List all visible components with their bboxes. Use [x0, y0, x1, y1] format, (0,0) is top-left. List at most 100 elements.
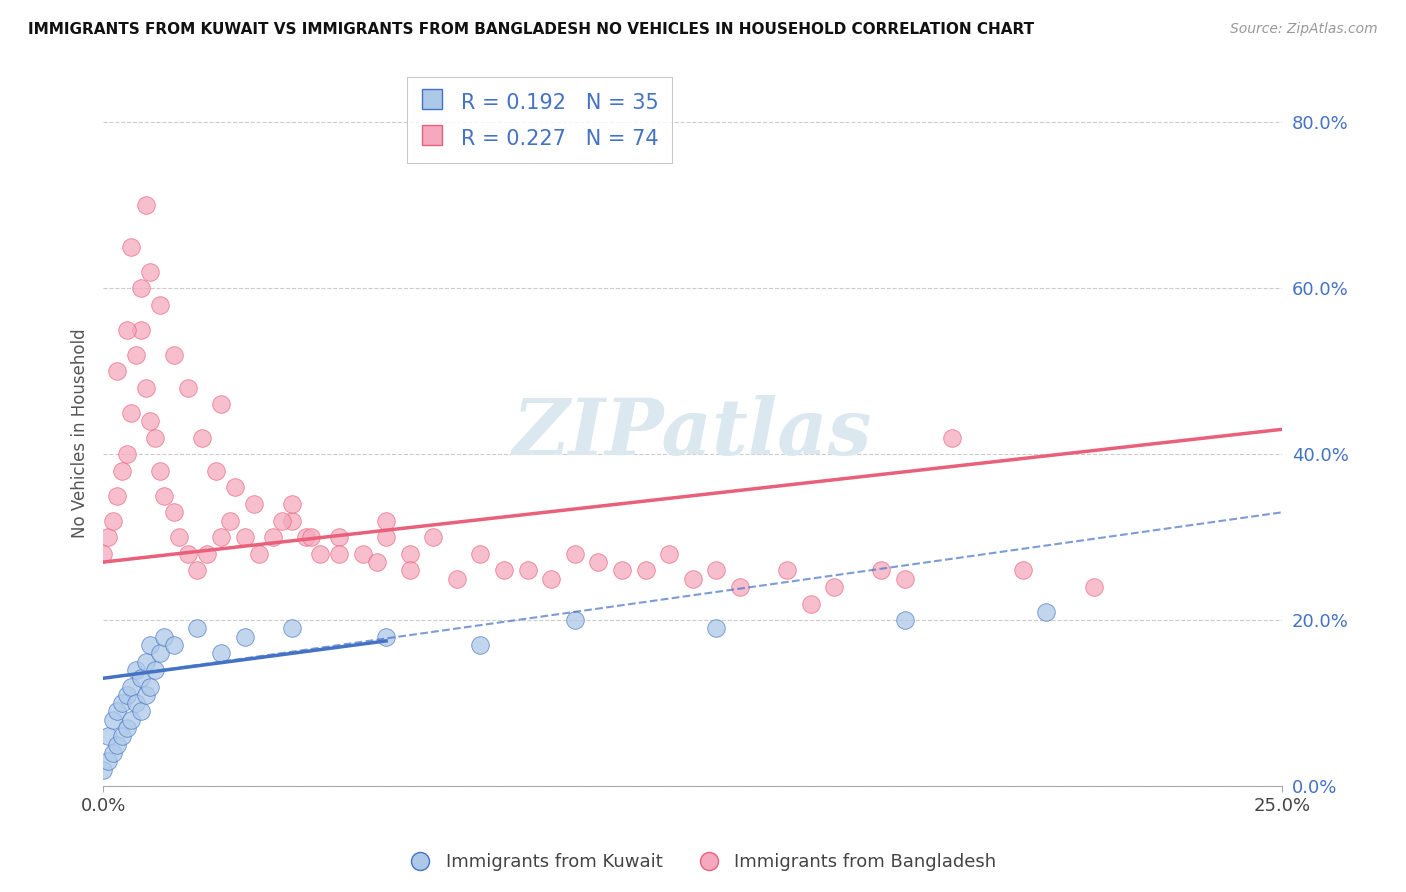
Point [243, 497, 266, 511]
Point [115, 447, 138, 461]
Point [97, 754, 120, 768]
Point [588, 555, 610, 569]
Point [728, 580, 751, 594]
Point [634, 563, 657, 577]
Point [125, 696, 148, 710]
Point [125, 663, 148, 677]
Point [129, 705, 152, 719]
Point [139, 414, 162, 428]
Point [1083, 580, 1105, 594]
Point [129, 671, 152, 685]
Point [704, 622, 727, 636]
Point [163, 505, 186, 519]
Point [135, 198, 157, 212]
Point [191, 431, 214, 445]
Point [704, 563, 727, 577]
Point [163, 348, 186, 362]
Point [105, 364, 128, 378]
Point [153, 489, 176, 503]
Point [135, 381, 157, 395]
Point [219, 514, 242, 528]
Point [186, 563, 208, 577]
Point [129, 323, 152, 337]
Point [120, 713, 142, 727]
Point [1011, 563, 1033, 577]
Point [470, 547, 492, 561]
Point [247, 547, 270, 561]
Point [776, 563, 799, 577]
Legend: R = 0.192   N = 35, R = 0.227   N = 74: R = 0.192 N = 35, R = 0.227 N = 74 [408, 77, 672, 163]
Point [149, 298, 172, 312]
Point [139, 680, 162, 694]
Point [153, 630, 176, 644]
Point [115, 688, 138, 702]
Point [143, 663, 166, 677]
Point [105, 738, 128, 752]
Point [375, 630, 398, 644]
Point [105, 489, 128, 503]
Point [299, 530, 322, 544]
Point [129, 281, 152, 295]
Point [209, 646, 232, 660]
Point [111, 464, 134, 478]
Point [540, 572, 562, 586]
Point [111, 730, 134, 744]
Text: IMMIGRANTS FROM KUWAIT VS IMMIGRANTS FROM BANGLADESH NO VEHICLES IN HOUSEHOLD CO: IMMIGRANTS FROM KUWAIT VS IMMIGRANTS FRO… [28, 22, 1035, 37]
Point [870, 563, 893, 577]
Text: Source: ZipAtlas.com: Source: ZipAtlas.com [1230, 22, 1378, 37]
Text: ZIPatlas: ZIPatlas [513, 395, 872, 472]
Point [101, 713, 124, 727]
Y-axis label: No Vehicles in Household: No Vehicles in Household [72, 328, 89, 538]
Point [800, 597, 823, 611]
Point [120, 680, 142, 694]
Point [177, 381, 200, 395]
Point [91, 547, 114, 561]
Point [446, 572, 468, 586]
Point [823, 580, 845, 594]
Point [281, 622, 304, 636]
Point [115, 323, 138, 337]
Point [398, 547, 420, 561]
Point [125, 348, 148, 362]
Point [135, 655, 157, 669]
Point [105, 705, 128, 719]
Point [375, 514, 398, 528]
Point [271, 514, 294, 528]
Point [281, 497, 304, 511]
Point [894, 613, 917, 627]
Point [658, 547, 681, 561]
Point [233, 530, 256, 544]
Point [101, 746, 124, 760]
Point [352, 547, 374, 561]
Point [492, 563, 515, 577]
Point [422, 530, 444, 544]
Point [195, 547, 218, 561]
Point [941, 431, 963, 445]
Point [177, 547, 200, 561]
Point [139, 638, 162, 652]
Point [682, 572, 704, 586]
Point [224, 480, 246, 494]
Point [149, 646, 172, 660]
Point [328, 547, 350, 561]
Point [366, 555, 388, 569]
Point [135, 688, 157, 702]
Point [564, 613, 586, 627]
Point [149, 464, 172, 478]
Point [328, 530, 350, 544]
Point [97, 730, 120, 744]
Point [262, 530, 284, 544]
Point [143, 431, 166, 445]
Point [375, 530, 398, 544]
Point [894, 572, 917, 586]
Point [120, 406, 142, 420]
Point [209, 530, 232, 544]
Point [163, 638, 186, 652]
Point [186, 622, 208, 636]
Point [101, 514, 124, 528]
Point [516, 563, 538, 577]
Point [167, 530, 190, 544]
Point [111, 696, 134, 710]
Point [139, 265, 162, 279]
Point [205, 464, 228, 478]
